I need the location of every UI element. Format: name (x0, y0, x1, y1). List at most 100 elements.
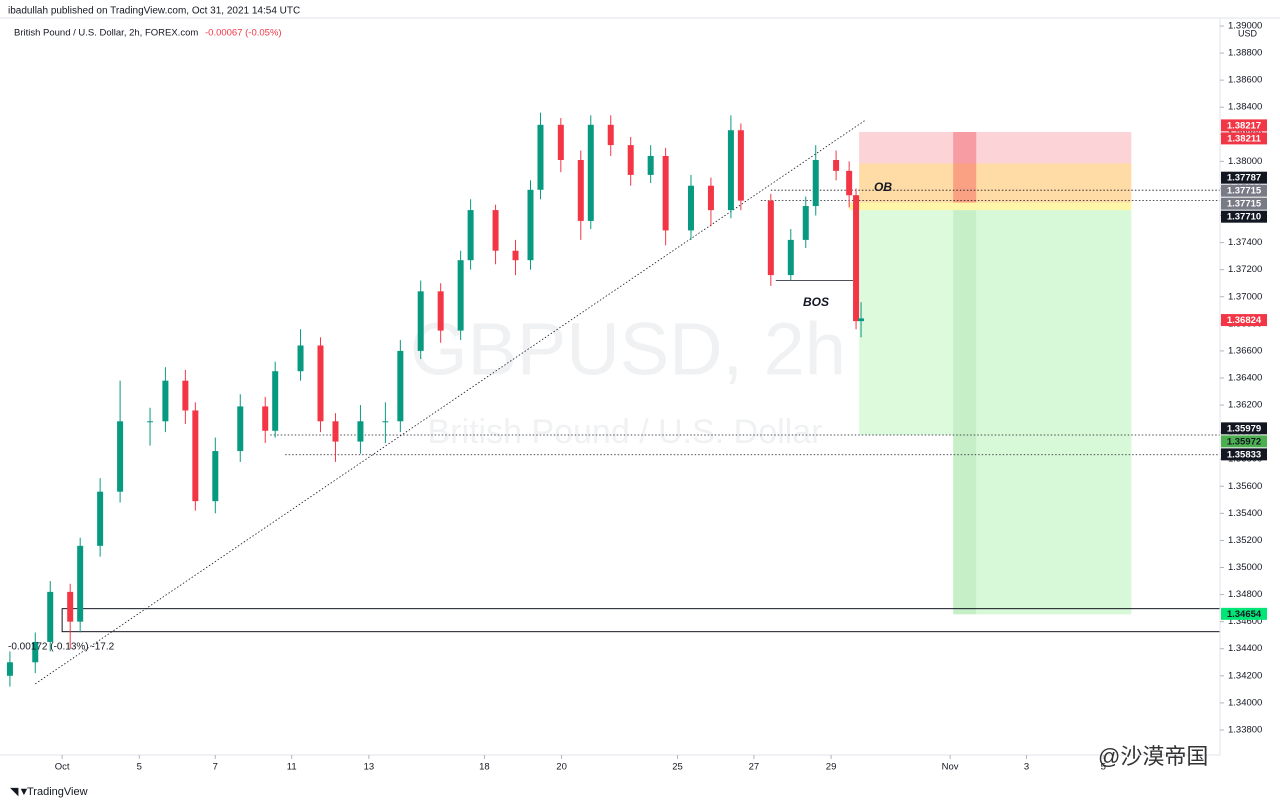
credit: @沙漠帝国 (1098, 744, 1208, 769)
watermark-subtitle: British Pound / U.S. Dollar (428, 413, 823, 451)
published: ibadullah published on TradingView.com, … (8, 6, 300, 17)
candle-body (557, 124, 564, 161)
x-tick-label: 3 (1024, 762, 1029, 773)
x-tick-label: 20 (556, 762, 567, 773)
price-label: 1.37710 (1227, 212, 1261, 223)
position-zone (859, 163, 1132, 203)
candle-body (147, 421, 154, 423)
position-zone (953, 210, 1132, 615)
y-tick-label: 1.36600 (1228, 345, 1262, 356)
price-label-bg (1221, 448, 1267, 461)
candle-body (77, 545, 84, 622)
y-tick-label: 1.35200 (1228, 535, 1262, 546)
candle-body (32, 641, 39, 663)
candle-body (117, 421, 124, 492)
y-tick-label: 1.39000 (1228, 21, 1262, 32)
candle-body (382, 421, 389, 423)
y-tick-label: 1.37400 (1228, 237, 1262, 248)
price-change: -0.00067 (-0.05%) (205, 28, 282, 39)
y-tick-label: 1.35400 (1228, 508, 1262, 519)
candle-body (212, 451, 219, 502)
price-label: 1.37715 (1227, 186, 1262, 197)
candle-body (437, 291, 444, 331)
x-tick-label: 29 (826, 762, 837, 773)
drawn-line (35, 120, 865, 685)
candle-body (737, 130, 744, 201)
y-tick-label: 1.34600 (1228, 616, 1262, 627)
bos-label: BOS (803, 295, 829, 309)
candle-body (262, 406, 269, 431)
position-zone (953, 210, 977, 615)
price-label: 1.34654 (1227, 609, 1262, 620)
x-tick-label: 5 (137, 762, 142, 773)
x-tick-label: 7 (213, 762, 218, 773)
candle-body (787, 239, 794, 276)
x-tick-label: 18 (479, 762, 490, 773)
price-label: 1.38211 (1227, 133, 1262, 144)
candle-body (607, 124, 614, 146)
y-tick-label: 1.38000 (1228, 156, 1262, 167)
candle-body (492, 210, 499, 251)
x-tick-label: 27 (749, 762, 760, 773)
price-label: 1.35972 (1227, 436, 1261, 447)
candle-body (833, 160, 840, 171)
candle-body (846, 170, 853, 196)
candle-body (537, 124, 544, 190)
candle-body (397, 350, 404, 422)
candle-body (627, 145, 634, 175)
candle-body (192, 410, 199, 502)
y-tick-label: 1.35000 (1228, 562, 1262, 573)
candle-body (317, 345, 324, 422)
x-tick-label: 25 (672, 762, 683, 773)
candle-body (812, 160, 819, 207)
price-label: 1.36824 (1227, 315, 1262, 326)
y-tick-label: 1.38600 (1228, 75, 1262, 86)
candle-body (457, 260, 464, 331)
price-label-bg (1221, 132, 1267, 145)
y-tick-label: 1.38800 (1228, 48, 1262, 59)
y-tick-label: 1.34800 (1228, 589, 1262, 600)
price-label-bg (1221, 314, 1267, 327)
candle-body (237, 406, 244, 452)
footer-logo: ◥▼ (10, 786, 29, 798)
y-tick-label: 1.34200 (1228, 670, 1262, 681)
candle-body (272, 371, 279, 431)
position-zone (953, 131, 977, 203)
candle-body (587, 124, 594, 221)
y-tick-label: 1.38400 (1228, 102, 1262, 113)
price-label: 1.35833 (1227, 449, 1261, 460)
price-label-bg (1221, 210, 1267, 223)
x-tick-label: 13 (364, 762, 375, 773)
y-tick-label: 1.37200 (1228, 264, 1262, 275)
candle-body (767, 200, 774, 276)
footer: TradingView (27, 786, 88, 798)
y-tick-label: 1.37000 (1228, 291, 1262, 302)
candle-body (182, 380, 189, 411)
candle-body (297, 345, 304, 372)
price-label-bg (1221, 119, 1267, 132)
price-label-bg (1221, 171, 1267, 184)
x-tick-label: Oct (55, 762, 70, 773)
candle-body (647, 155, 654, 175)
candle-body (417, 291, 424, 351)
y-tick-label: 1.36200 (1228, 400, 1262, 411)
y-tick-label: 1.35600 (1228, 481, 1262, 492)
candle-body (97, 491, 104, 546)
measure-label: -0.00172 (-0.13%) -17.2 (8, 642, 115, 653)
currency: USD (1238, 28, 1258, 38)
price-label: 1.37787 (1227, 173, 1261, 184)
candle-body (858, 318, 865, 322)
candle-body (467, 210, 474, 261)
price-label: 1.37715 (1227, 199, 1262, 210)
price-label-bg (1221, 607, 1267, 620)
candle-body (527, 189, 534, 261)
plot (6, 112, 1221, 687)
position-zone (859, 131, 1132, 164)
price-label-bg (1221, 184, 1267, 197)
candle-body (162, 380, 169, 422)
y-tick-label: 1.34000 (1228, 697, 1262, 708)
y-tick-label: 1.34400 (1228, 643, 1262, 654)
position-zone (849, 202, 1132, 211)
